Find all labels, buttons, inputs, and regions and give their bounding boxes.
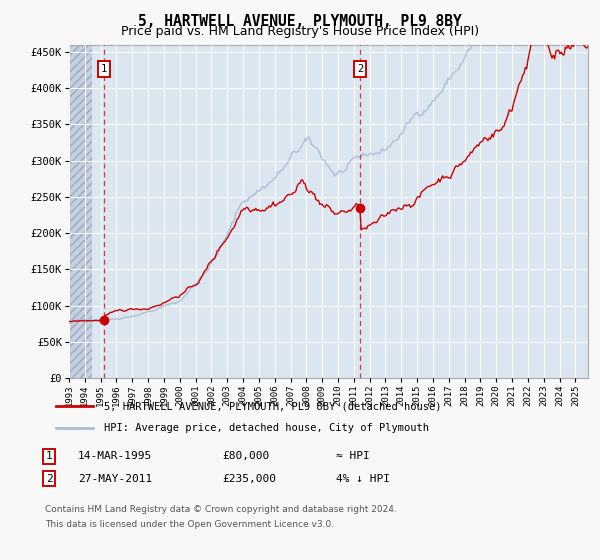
Text: 4% ↓ HPI: 4% ↓ HPI	[336, 474, 390, 484]
Text: Price paid vs. HM Land Registry's House Price Index (HPI): Price paid vs. HM Land Registry's House …	[121, 25, 479, 38]
Text: 2: 2	[357, 64, 363, 74]
Text: 1: 1	[101, 64, 107, 74]
Text: 2: 2	[46, 474, 53, 484]
Text: ≈ HPI: ≈ HPI	[336, 451, 370, 461]
Text: 1: 1	[46, 451, 53, 461]
Text: Contains HM Land Registry data © Crown copyright and database right 2024.: Contains HM Land Registry data © Crown c…	[45, 505, 397, 514]
Text: £235,000: £235,000	[222, 474, 276, 484]
Text: 5, HARTWELL AVENUE, PLYMOUTH, PL9 8BY (detached house): 5, HARTWELL AVENUE, PLYMOUTH, PL9 8BY (d…	[104, 402, 441, 411]
Text: £80,000: £80,000	[222, 451, 269, 461]
Text: 27-MAY-2011: 27-MAY-2011	[78, 474, 152, 484]
Text: 14-MAR-1995: 14-MAR-1995	[78, 451, 152, 461]
Text: This data is licensed under the Open Government Licence v3.0.: This data is licensed under the Open Gov…	[45, 520, 334, 529]
Text: HPI: Average price, detached house, City of Plymouth: HPI: Average price, detached house, City…	[104, 423, 429, 433]
Text: 5, HARTWELL AVENUE, PLYMOUTH, PL9 8BY: 5, HARTWELL AVENUE, PLYMOUTH, PL9 8BY	[138, 14, 462, 29]
